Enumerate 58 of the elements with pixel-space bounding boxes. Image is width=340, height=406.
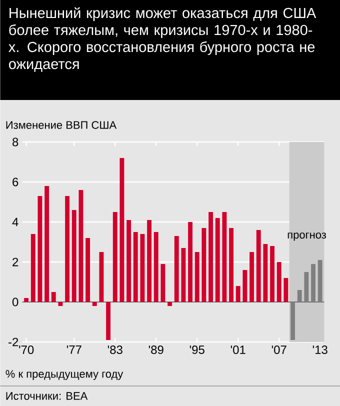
bar — [174, 236, 179, 302]
x-tick-label: '70 — [18, 346, 34, 354]
bar — [51, 292, 56, 302]
x-tick-label: '07 — [272, 346, 286, 354]
bar — [188, 222, 192, 302]
bar — [160, 264, 165, 302]
chart-title: Нынешний кризис может оказаться для США более тяжелым, чем кризисы 1970-х и 1980-х. Скорого восстановления бурного роста не ожидается — [8, 7, 316, 72]
bar — [154, 232, 158, 302]
x-axis-title: % к предыдущему году — [6, 370, 123, 380]
x-tick-label: '77 — [66, 346, 82, 354]
y-tick-label: -2 — [8, 338, 18, 346]
x-tick-label: '13 — [312, 346, 328, 354]
bar — [181, 248, 186, 302]
bar — [44, 186, 49, 302]
bar — [120, 158, 124, 302]
x-tick-label: '95 — [190, 346, 204, 354]
bar — [222, 212, 226, 302]
bar — [249, 252, 254, 302]
bar — [72, 210, 76, 302]
bar — [202, 228, 206, 302]
bar — [133, 232, 138, 302]
bar — [92, 302, 97, 306]
bar — [38, 196, 42, 302]
x-tick-label: '83 — [108, 346, 122, 354]
y-tick-label: 8 — [12, 138, 18, 146]
y-tick-label: 0 — [12, 298, 18, 306]
bar — [208, 212, 213, 302]
y-tick-label: 4 — [12, 218, 18, 226]
bar — [58, 302, 62, 306]
bar — [140, 234, 144, 302]
bar — [106, 302, 110, 340]
band-label: прогноз — [288, 232, 326, 241]
bar — [270, 246, 274, 302]
bar — [276, 262, 282, 302]
bar — [126, 220, 131, 302]
bar — [64, 196, 70, 302]
bar — [194, 252, 200, 302]
bar — [24, 298, 28, 302]
bar — [85, 238, 90, 302]
bar — [284, 278, 288, 302]
bar — [215, 218, 220, 302]
y-axis-title: Изменение ВВП США — [6, 121, 116, 129]
text: Источники: BEA — [6, 392, 88, 400]
bar — [99, 252, 104, 302]
bar — [78, 190, 83, 302]
y-tick-label: 6 — [12, 178, 18, 186]
bar — [146, 220, 152, 302]
bar — [242, 270, 247, 302]
bar — [112, 212, 118, 302]
x-tick-label: '01 — [230, 346, 246, 354]
bar — [263, 244, 268, 302]
bar — [30, 234, 36, 302]
bar — [256, 230, 261, 302]
x-tick-label: '89 — [148, 346, 164, 354]
bar — [228, 228, 234, 302]
bar — [236, 286, 240, 302]
y-tick-label: 2 — [12, 258, 18, 266]
bar — [167, 302, 172, 306]
